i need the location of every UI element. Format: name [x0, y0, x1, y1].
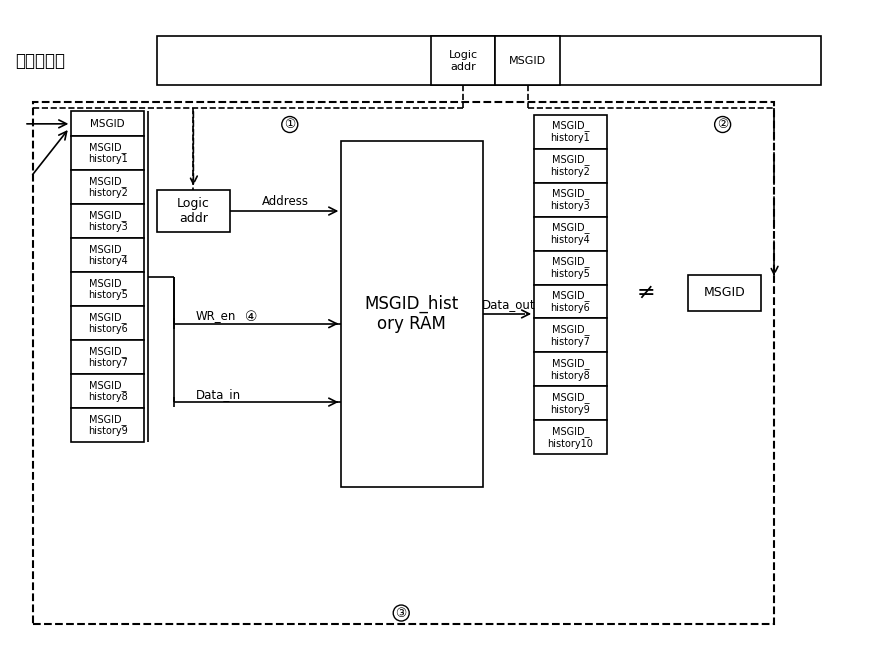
FancyBboxPatch shape — [341, 141, 483, 487]
FancyBboxPatch shape — [688, 275, 761, 311]
FancyBboxPatch shape — [71, 111, 144, 136]
Text: MSGID: MSGID — [509, 56, 546, 66]
Text: ③: ③ — [395, 606, 407, 620]
FancyBboxPatch shape — [157, 36, 821, 85]
Text: MSGID_
history7: MSGID_ history7 — [88, 346, 127, 368]
FancyBboxPatch shape — [71, 272, 144, 306]
Text: MSGID_
history4: MSGID_ history4 — [550, 222, 591, 245]
Text: MSGID_
history7: MSGID_ history7 — [550, 324, 591, 347]
Text: Logic
addr: Logic addr — [449, 50, 478, 71]
FancyBboxPatch shape — [534, 115, 607, 149]
FancyBboxPatch shape — [534, 183, 607, 217]
FancyBboxPatch shape — [71, 170, 144, 204]
Text: MSGID_
history6: MSGID_ history6 — [550, 290, 591, 313]
Text: MSGID_
history9: MSGID_ history9 — [550, 392, 591, 415]
FancyBboxPatch shape — [534, 318, 607, 352]
FancyBboxPatch shape — [534, 285, 607, 318]
Text: WR_en: WR_en — [195, 309, 236, 322]
Text: MSGID_
history3: MSGID_ history3 — [88, 210, 127, 232]
FancyBboxPatch shape — [534, 217, 607, 251]
Text: 接收的报文: 接收的报文 — [16, 52, 65, 70]
Text: MSGID_
history10: MSGID_ history10 — [548, 426, 593, 449]
Text: MSGID: MSGID — [91, 119, 125, 129]
FancyBboxPatch shape — [431, 36, 496, 85]
FancyBboxPatch shape — [534, 149, 607, 183]
FancyBboxPatch shape — [534, 420, 607, 454]
Text: MSGID_
history1: MSGID_ history1 — [88, 142, 127, 165]
Text: MSGID_
history6: MSGID_ history6 — [88, 311, 127, 334]
FancyBboxPatch shape — [157, 190, 230, 232]
FancyBboxPatch shape — [71, 136, 144, 170]
Text: ≠: ≠ — [636, 283, 655, 303]
FancyBboxPatch shape — [71, 340, 144, 374]
FancyBboxPatch shape — [71, 204, 144, 238]
Text: Data_out: Data_out — [482, 297, 535, 311]
FancyBboxPatch shape — [496, 36, 560, 85]
Text: Address: Address — [262, 195, 309, 207]
Text: MSGID_
history2: MSGID_ history2 — [550, 154, 591, 177]
Text: ①: ① — [284, 118, 295, 131]
Text: MSGID_
history3: MSGID_ history3 — [550, 188, 591, 211]
FancyBboxPatch shape — [71, 306, 144, 340]
Text: MSGID_
history5: MSGID_ history5 — [550, 256, 591, 279]
FancyBboxPatch shape — [534, 352, 607, 386]
Text: ②: ② — [717, 118, 728, 131]
Text: MSGID_
history2: MSGID_ history2 — [88, 176, 127, 199]
Text: MSGID_hist
ory RAM: MSGID_hist ory RAM — [365, 294, 459, 334]
FancyBboxPatch shape — [71, 238, 144, 272]
FancyBboxPatch shape — [71, 374, 144, 408]
Text: MSGID_
history5: MSGID_ history5 — [88, 278, 127, 300]
Text: Logic
addr: Logic addr — [177, 197, 210, 225]
Text: MSGID: MSGID — [704, 286, 746, 299]
Text: MSGID_
history9: MSGID_ history9 — [88, 414, 127, 436]
FancyBboxPatch shape — [534, 251, 607, 285]
Text: Data_in: Data_in — [195, 388, 240, 401]
Text: MSGID_
history8: MSGID_ history8 — [88, 380, 127, 402]
Text: MSGID_
history1: MSGID_ history1 — [550, 121, 591, 143]
Text: MSGID_
history8: MSGID_ history8 — [550, 358, 591, 381]
Text: ④: ④ — [245, 310, 258, 324]
FancyBboxPatch shape — [71, 408, 144, 442]
Text: MSGID_
history4: MSGID_ history4 — [88, 244, 127, 266]
FancyBboxPatch shape — [534, 386, 607, 420]
